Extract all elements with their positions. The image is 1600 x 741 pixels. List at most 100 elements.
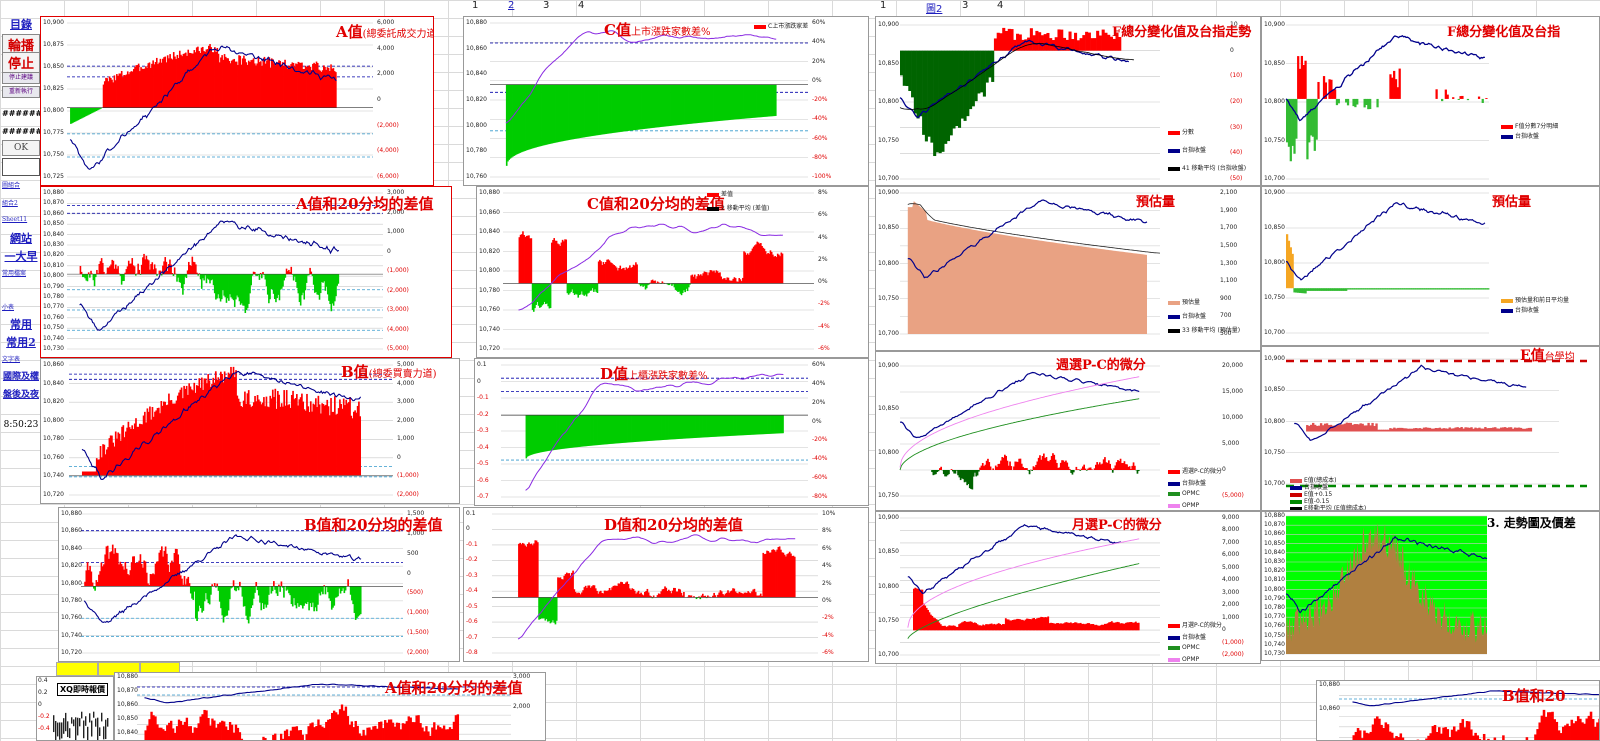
pc-diff-bar — [1137, 622, 1140, 631]
bar-mark — [273, 581, 275, 587]
bar-mark — [114, 264, 117, 275]
bar-mark — [585, 415, 587, 447]
diff-bar — [236, 727, 240, 740]
sidebar-link-small-table[interactable]: 小表 — [2, 304, 15, 311]
ok-button[interactable]: OK — [2, 140, 40, 156]
bar-mark — [541, 415, 544, 452]
bar-mark — [324, 66, 326, 108]
bar-mark — [286, 271, 289, 275]
bar-mark — [616, 84, 619, 133]
mini-bar — [75, 717, 77, 740]
volume-bar — [1405, 288, 1409, 290]
bar-mark — [275, 408, 278, 476]
sidebar-link-website[interactable]: 網站 — [10, 232, 32, 245]
bar-mark — [289, 272, 291, 275]
sidebar-link-text-table[interactable]: 文字表 — [2, 356, 21, 363]
c20-right-tick: -2% — [818, 300, 830, 308]
pc-diff-bar — [1031, 618, 1034, 631]
a-subtitle: (總委託成交力道) — [362, 29, 434, 40]
sidebar-link-chart-combo[interactable]: 圖組合 — [2, 182, 21, 189]
bar-mark — [696, 276, 698, 284]
bar-mark — [215, 52, 217, 108]
bar-mark — [574, 84, 577, 139]
bar-mark — [313, 586, 315, 612]
e-bar — [1403, 428, 1406, 432]
sidebar-toc-link[interactable]: 目錄 — [10, 18, 32, 31]
score-bar — [1330, 79, 1333, 99]
m-left-tick: 10,800 — [878, 582, 899, 590]
bar-mark — [116, 268, 118, 275]
bar-mark — [287, 405, 289, 476]
bar-mark — [297, 274, 300, 294]
sidebar-link-common[interactable]: 常用 — [10, 318, 32, 331]
bar-mark — [716, 84, 718, 122]
bar-mark — [239, 401, 241, 476]
bar-mark — [606, 415, 609, 445]
pc-diff-bar — [1115, 622, 1117, 631]
sidebar-link-common2[interactable]: 常用2 — [6, 336, 36, 349]
e-bar — [1407, 428, 1410, 432]
bar-mark — [693, 84, 696, 124]
bar-mark — [718, 272, 720, 284]
diff-bar — [315, 726, 318, 740]
bar-mark — [526, 235, 529, 284]
sidebar-link-common-files[interactable]: 常用檔案 — [2, 270, 27, 277]
bar-mark — [105, 546, 108, 587]
bar-mark — [529, 544, 532, 598]
b-right-tick: 3,000 — [397, 398, 415, 406]
volume-bar — [1428, 288, 1431, 290]
bar-mark — [524, 237, 527, 284]
sidebar-link-international[interactable]: 國際及權 — [2, 372, 39, 382]
rerun-button[interactable]: 重新執行 — [2, 86, 40, 98]
bar-mark — [207, 586, 210, 604]
e-bar — [1414, 428, 1418, 432]
bar-mark — [514, 84, 517, 156]
bar-mark — [538, 415, 541, 453]
sidebar-link-after-hours[interactable]: 盤後及夜 — [2, 390, 39, 400]
stop-button[interactable]: 停止 — [2, 52, 40, 73]
pc-diff-bar — [1027, 470, 1030, 471]
col-header-r2[interactable]: 圖2 — [926, 4, 943, 15]
mini-bar — [63, 718, 65, 734]
bar-mark — [692, 84, 695, 124]
bar-mark — [683, 415, 686, 439]
bar-mark — [169, 562, 172, 587]
bar-mark — [698, 275, 701, 284]
pc-diff-bar — [1117, 622, 1120, 631]
pc-diff-bar — [1069, 469, 1071, 470]
bar-mark — [141, 424, 144, 476]
pc-diff-bar — [1010, 466, 1013, 470]
bar-mark — [231, 274, 234, 299]
col-header-2[interactable]: 2 — [508, 0, 515, 11]
bar-mark — [95, 107, 98, 112]
sidebar-link-sheet11[interactable]: Sheet11 — [2, 216, 28, 223]
empty-input-box[interactable] — [2, 158, 40, 176]
volume-bar — [1435, 288, 1438, 290]
pc-diff-bar — [927, 609, 929, 631]
bar-mark — [606, 591, 608, 598]
bar-mark — [253, 63, 256, 108]
m-title-text: 月選P-C的微分 — [1072, 518, 1162, 533]
legend-swatch — [1168, 314, 1180, 319]
stop-suggest-button[interactable]: 停止建議 — [2, 72, 40, 84]
e-left-tick: 10,750 — [1264, 448, 1285, 456]
e-bar — [1505, 427, 1509, 432]
bar-mark — [283, 586, 285, 598]
bar-mark — [607, 259, 610, 284]
pc-diff-bar — [1039, 455, 1041, 470]
sidebar-link-early-morning[interactable]: 一大早 — [4, 250, 38, 263]
bar-mark — [209, 386, 212, 476]
bar-mark — [210, 586, 212, 595]
bar-mark — [211, 274, 214, 280]
bar-mark — [743, 415, 746, 436]
pc-diff-bar — [1031, 470, 1033, 471]
pc-diff-bar — [1123, 461, 1126, 470]
pc-diff-bar — [1108, 622, 1110, 631]
bar-mark — [200, 586, 202, 609]
w-right-tick: 0 — [1222, 466, 1226, 473]
diff-bar — [413, 722, 416, 740]
sidebar-link-combo2[interactable]: 組合2 — [2, 200, 18, 207]
a-left-tick: 10,875 — [43, 41, 64, 48]
bar-mark — [768, 253, 771, 284]
bar-mark — [562, 579, 564, 598]
